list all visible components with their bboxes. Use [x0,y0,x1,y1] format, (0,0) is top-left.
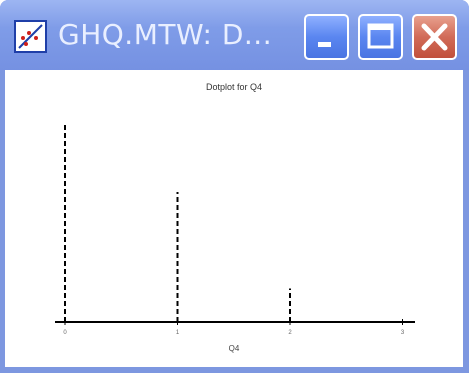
x-tick-label: 0 [63,330,67,336]
close-icon [421,23,448,51]
window-title: GHQ.MTW: D... [58,18,273,51]
minimize-icon [318,42,331,47]
dotplot-chart: 0 1 2 3 [55,125,415,336]
scatterplot-icon[interactable] [14,20,47,53]
maximize-icon [367,23,394,49]
close-button[interactable] [412,14,457,60]
x-tick-label: 1 [176,330,180,336]
title-bar[interactable]: GHQ.MTW: D... [0,0,469,70]
x-axis-label: Q4 [228,344,240,353]
maximize-button[interactable] [358,14,403,60]
window-frame-right[interactable] [463,70,469,373]
minimize-button[interactable] [304,14,349,60]
chart-title: Dotplot for Q4 [205,82,263,92]
window-frame-left[interactable] [0,70,5,373]
x-tick-label: 3 [401,330,405,336]
window-frame-bottom[interactable] [0,367,469,373]
graph-area: Dotplot for Q4 0 1 2 3 Q4 [5,70,463,367]
x-tick-label: 2 [288,330,292,336]
